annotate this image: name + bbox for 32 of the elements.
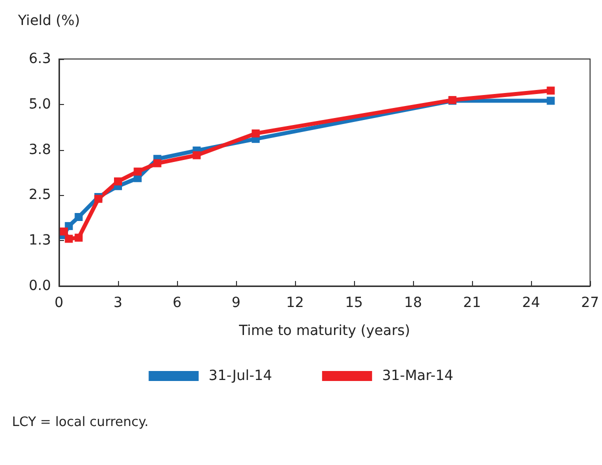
- point: [546, 96, 555, 105]
- x-tick-label: 24: [522, 295, 540, 311]
- x-tick-label: 21: [463, 295, 481, 311]
- x-tick-label: 3: [114, 295, 122, 311]
- point: [64, 234, 73, 243]
- point: [252, 129, 260, 138]
- point: [74, 212, 83, 221]
- y-tick-label: 6.3: [28, 51, 51, 67]
- point: [74, 234, 83, 242]
- x-tick-label: 0: [54, 295, 64, 311]
- y-tick-label: 1.3: [28, 232, 51, 249]
- x-tick-label: 18: [404, 295, 422, 311]
- x-tick-label: 15: [345, 295, 363, 311]
- x-axis-title: Time to maturity (years): [238, 323, 410, 339]
- point: [114, 177, 122, 186]
- y-tick-label: 0.0: [28, 278, 51, 294]
- x-tick-label: 27: [581, 295, 600, 311]
- point: [192, 151, 201, 160]
- x-tick-label: 9: [232, 295, 240, 311]
- legend-label: 31-Mar-14: [382, 368, 454, 384]
- point: [134, 168, 142, 176]
- y-tick-label: 2.5: [28, 187, 51, 204]
- point: [546, 86, 555, 95]
- y-tick-label: 3.8: [28, 142, 51, 158]
- point: [60, 228, 68, 236]
- text: LCY = local currency.: [12, 415, 149, 430]
- x-tick-label: 6: [172, 295, 182, 311]
- y-tick-label: 5.0: [28, 96, 51, 112]
- legend-label: 31-Jul-14: [208, 368, 272, 384]
- x-tick-label: 12: [286, 295, 304, 311]
- point: [153, 159, 162, 168]
- y-axis-title: Yield (%): [17, 13, 80, 29]
